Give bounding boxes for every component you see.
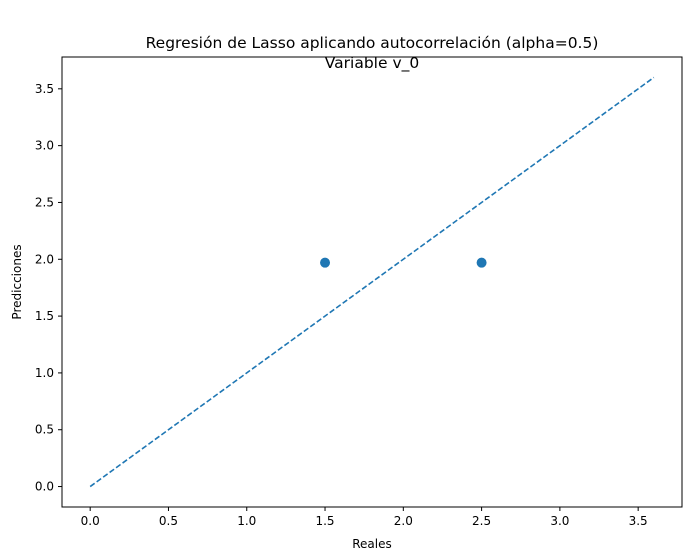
plot-area xyxy=(89,76,655,488)
reference-line xyxy=(89,76,655,488)
y-tick-label: 0.0 xyxy=(35,480,54,494)
plot-frame xyxy=(61,56,683,508)
x-axis-label: Reales xyxy=(352,537,392,551)
y-tick-label: 3.5 xyxy=(35,82,54,96)
y-axis-label: Predicciones xyxy=(10,244,24,319)
x-tick-label: 0.5 xyxy=(159,514,178,528)
y-tick-label: 1.0 xyxy=(35,366,54,380)
x-tick-label: 2.5 xyxy=(472,514,491,528)
data-point-0 xyxy=(320,257,331,268)
y-tick-label: 2.5 xyxy=(35,195,54,209)
y-tick-label: 0.5 xyxy=(35,423,54,437)
x-tick-label: 0.0 xyxy=(81,514,100,528)
y-tick-label: 2.0 xyxy=(35,252,54,266)
x-tick-label: 3.5 xyxy=(629,514,648,528)
x-tick-label: 3.0 xyxy=(550,514,569,528)
y-tick-label: 3.0 xyxy=(35,139,54,153)
chart-title: Regresión de Lasso aplicando autocorrela… xyxy=(146,34,599,52)
x-tick-label: 1.5 xyxy=(315,514,334,528)
x-axis: 0.0 0.5 1.0 1.5 2.0 2.5 3.0 3.5 xyxy=(81,507,648,528)
x-tick-label: 2.0 xyxy=(394,514,413,528)
x-tick-label: 1.0 xyxy=(237,514,256,528)
chart-subtitle: Variable v_0 xyxy=(325,54,419,73)
data-point-1 xyxy=(476,257,487,268)
y-tick-label: 1.5 xyxy=(35,309,54,323)
y-axis: 0.0 0.5 1.0 1.5 2.0 2.5 3.0 3.5 xyxy=(35,82,62,494)
